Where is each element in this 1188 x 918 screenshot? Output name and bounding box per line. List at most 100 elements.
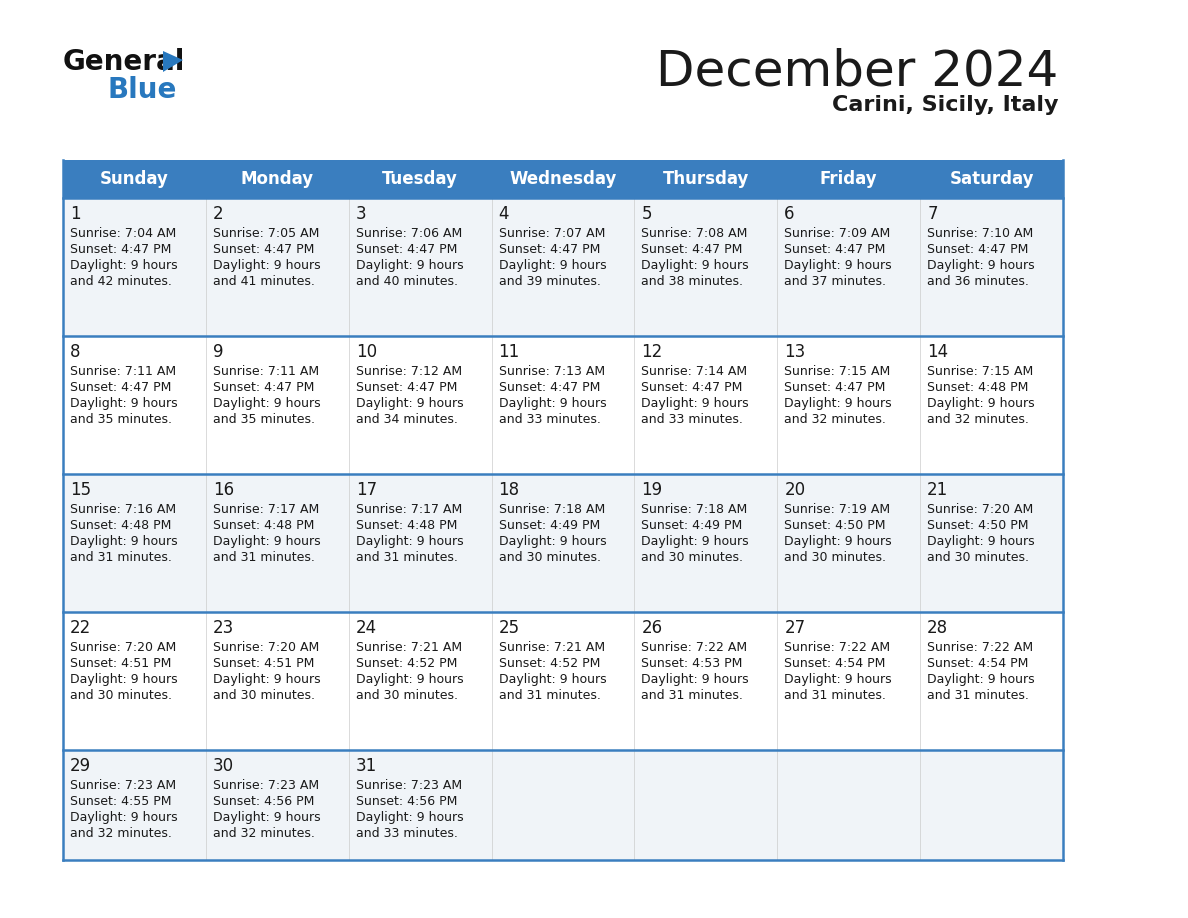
Text: Daylight: 9 hours: Daylight: 9 hours: [784, 673, 892, 686]
Text: 1: 1: [70, 205, 81, 223]
Bar: [492, 750, 634, 860]
Text: 23: 23: [213, 619, 234, 637]
Bar: [349, 474, 492, 612]
Text: 25: 25: [499, 619, 519, 637]
Bar: [349, 336, 492, 474]
Text: Daylight: 9 hours: Daylight: 9 hours: [784, 535, 892, 548]
Text: 3: 3: [355, 205, 366, 223]
Text: Sunrise: 7:23 AM: Sunrise: 7:23 AM: [355, 779, 462, 792]
Bar: [63, 612, 206, 750]
Text: Sunrise: 7:09 AM: Sunrise: 7:09 AM: [784, 227, 891, 240]
Text: Sunrise: 7:11 AM: Sunrise: 7:11 AM: [70, 365, 176, 378]
Text: and 30 minutes.: and 30 minutes.: [784, 551, 886, 564]
Text: Sunset: 4:47 PM: Sunset: 4:47 PM: [642, 381, 742, 394]
Bar: [492, 612, 634, 750]
Bar: [492, 198, 634, 336]
Text: 11: 11: [499, 343, 520, 361]
Bar: [777, 336, 921, 474]
Text: Sunset: 4:54 PM: Sunset: 4:54 PM: [784, 657, 886, 670]
Bar: [206, 336, 349, 474]
Text: and 30 minutes.: and 30 minutes.: [355, 689, 457, 702]
Text: Sunrise: 7:23 AM: Sunrise: 7:23 AM: [213, 779, 320, 792]
Text: 31: 31: [355, 757, 377, 775]
Text: Sunset: 4:54 PM: Sunset: 4:54 PM: [927, 657, 1029, 670]
Text: and 32 minutes.: and 32 minutes.: [213, 827, 315, 840]
Text: Daylight: 9 hours: Daylight: 9 hours: [213, 673, 321, 686]
Text: 28: 28: [927, 619, 948, 637]
Text: Sunset: 4:56 PM: Sunset: 4:56 PM: [355, 795, 457, 808]
Text: and 31 minutes.: and 31 minutes.: [642, 689, 744, 702]
Text: Sunrise: 7:22 AM: Sunrise: 7:22 AM: [784, 641, 891, 654]
Bar: [777, 198, 921, 336]
Text: Daylight: 9 hours: Daylight: 9 hours: [499, 397, 606, 410]
Text: and 30 minutes.: and 30 minutes.: [499, 551, 601, 564]
Text: Daylight: 9 hours: Daylight: 9 hours: [213, 811, 321, 824]
Text: 29: 29: [70, 757, 91, 775]
Text: Daylight: 9 hours: Daylight: 9 hours: [642, 259, 750, 272]
Text: and 33 minutes.: and 33 minutes.: [642, 413, 744, 426]
Text: Daylight: 9 hours: Daylight: 9 hours: [355, 811, 463, 824]
Text: Monday: Monday: [241, 170, 314, 188]
Text: Thursday: Thursday: [663, 170, 750, 188]
Text: and 31 minutes.: and 31 minutes.: [927, 689, 1029, 702]
Text: Sunrise: 7:22 AM: Sunrise: 7:22 AM: [927, 641, 1034, 654]
Text: Sunrise: 7:21 AM: Sunrise: 7:21 AM: [499, 641, 605, 654]
Text: Daylight: 9 hours: Daylight: 9 hours: [355, 535, 463, 548]
Text: and 31 minutes.: and 31 minutes.: [355, 551, 457, 564]
Text: 22: 22: [70, 619, 91, 637]
Text: and 32 minutes.: and 32 minutes.: [927, 413, 1029, 426]
Text: Sunrise: 7:10 AM: Sunrise: 7:10 AM: [927, 227, 1034, 240]
Text: Sunrise: 7:19 AM: Sunrise: 7:19 AM: [784, 503, 891, 516]
Text: and 31 minutes.: and 31 minutes.: [213, 551, 315, 564]
Bar: [349, 750, 492, 860]
Text: and 36 minutes.: and 36 minutes.: [927, 275, 1029, 288]
Bar: [777, 474, 921, 612]
Text: Sunrise: 7:23 AM: Sunrise: 7:23 AM: [70, 779, 176, 792]
Text: 9: 9: [213, 343, 223, 361]
Polygon shape: [163, 51, 183, 72]
Text: Sunrise: 7:22 AM: Sunrise: 7:22 AM: [642, 641, 747, 654]
Text: Sunrise: 7:21 AM: Sunrise: 7:21 AM: [355, 641, 462, 654]
Text: Carini, Sicily, Italy: Carini, Sicily, Italy: [832, 95, 1059, 115]
Text: Sunrise: 7:20 AM: Sunrise: 7:20 AM: [70, 641, 176, 654]
Text: Sunset: 4:47 PM: Sunset: 4:47 PM: [499, 381, 600, 394]
Text: Sunrise: 7:15 AM: Sunrise: 7:15 AM: [927, 365, 1034, 378]
Bar: [63, 474, 206, 612]
Bar: [492, 474, 634, 612]
Text: General: General: [63, 48, 185, 76]
Text: and 33 minutes.: and 33 minutes.: [499, 413, 600, 426]
Text: and 40 minutes.: and 40 minutes.: [355, 275, 457, 288]
Text: 24: 24: [355, 619, 377, 637]
Text: Daylight: 9 hours: Daylight: 9 hours: [499, 535, 606, 548]
Text: Daylight: 9 hours: Daylight: 9 hours: [70, 259, 178, 272]
Text: Sunrise: 7:18 AM: Sunrise: 7:18 AM: [642, 503, 747, 516]
Text: Daylight: 9 hours: Daylight: 9 hours: [499, 673, 606, 686]
Text: and 32 minutes.: and 32 minutes.: [70, 827, 172, 840]
Text: Sunrise: 7:14 AM: Sunrise: 7:14 AM: [642, 365, 747, 378]
Text: 5: 5: [642, 205, 652, 223]
Text: Sunset: 4:47 PM: Sunset: 4:47 PM: [927, 243, 1029, 256]
Text: Sunrise: 7:20 AM: Sunrise: 7:20 AM: [927, 503, 1034, 516]
Text: Sunset: 4:52 PM: Sunset: 4:52 PM: [499, 657, 600, 670]
Text: Sunset: 4:55 PM: Sunset: 4:55 PM: [70, 795, 171, 808]
Text: Daylight: 9 hours: Daylight: 9 hours: [355, 259, 463, 272]
Bar: [349, 198, 492, 336]
Text: Sunset: 4:47 PM: Sunset: 4:47 PM: [70, 381, 171, 394]
Text: Sunset: 4:51 PM: Sunset: 4:51 PM: [70, 657, 171, 670]
Text: and 30 minutes.: and 30 minutes.: [642, 551, 744, 564]
Text: and 37 minutes.: and 37 minutes.: [784, 275, 886, 288]
Text: and 42 minutes.: and 42 minutes.: [70, 275, 172, 288]
Text: Daylight: 9 hours: Daylight: 9 hours: [784, 259, 892, 272]
Bar: [921, 474, 1063, 612]
Bar: [634, 336, 777, 474]
Text: and 32 minutes.: and 32 minutes.: [784, 413, 886, 426]
Bar: [634, 198, 777, 336]
Bar: [63, 336, 206, 474]
Text: Sunday: Sunday: [100, 170, 169, 188]
Text: Sunset: 4:51 PM: Sunset: 4:51 PM: [213, 657, 315, 670]
Text: and 35 minutes.: and 35 minutes.: [213, 413, 315, 426]
Bar: [921, 750, 1063, 860]
Text: 13: 13: [784, 343, 805, 361]
Text: and 41 minutes.: and 41 minutes.: [213, 275, 315, 288]
Text: 26: 26: [642, 619, 663, 637]
